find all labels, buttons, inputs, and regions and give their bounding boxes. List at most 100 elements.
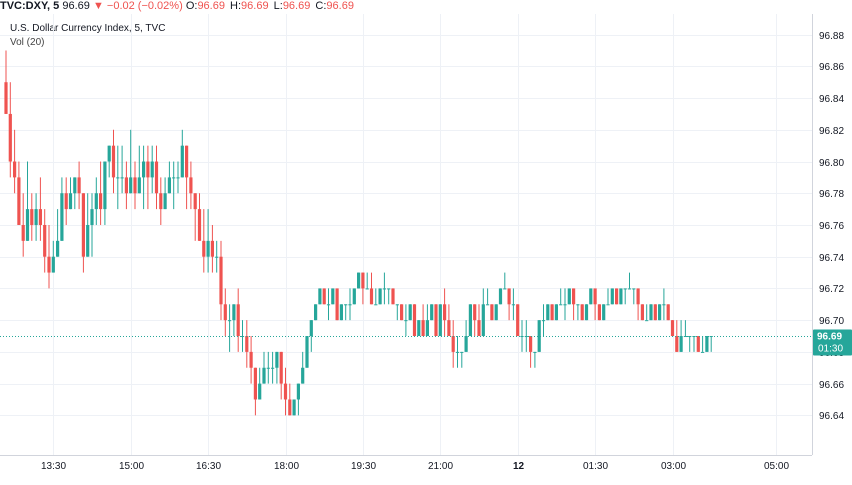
candle bbox=[163, 177, 167, 210]
x-tick-label: 13:30 bbox=[41, 461, 66, 472]
candle bbox=[438, 304, 442, 337]
candle-body bbox=[30, 209, 34, 225]
candle-body bbox=[292, 399, 296, 416]
candle bbox=[189, 161, 193, 210]
candle-body bbox=[172, 177, 176, 179]
candle bbox=[417, 320, 421, 337]
low-label: L: bbox=[273, 0, 283, 12]
candle bbox=[43, 209, 47, 273]
candle bbox=[193, 193, 197, 241]
candle-body bbox=[705, 336, 709, 352]
candle bbox=[245, 320, 249, 368]
candle bbox=[395, 304, 399, 321]
price-tag-value: 96.69 bbox=[817, 332, 842, 343]
candle bbox=[572, 288, 576, 321]
candle-body bbox=[34, 209, 38, 225]
candle bbox=[56, 209, 60, 257]
symbol-name[interactable]: TVC:DXY, 5 bbox=[0, 0, 60, 12]
series-title[interactable]: U.S. Dollar Currency Index, 5, TVC bbox=[10, 23, 166, 34]
candle-body bbox=[498, 288, 503, 305]
x-tick-label: 16:30 bbox=[196, 461, 221, 472]
candle bbox=[451, 320, 455, 368]
candle-body bbox=[417, 320, 421, 337]
candle bbox=[258, 367, 262, 400]
volume-indicator-label[interactable]: Vol (20) bbox=[10, 37, 45, 48]
candle-body bbox=[240, 336, 245, 338]
price-axis[interactable]: 96.6496.6696.6896.7096.7296.7496.7696.78… bbox=[819, 31, 844, 422]
symbol-header: TVC:DXY, 5 96.69 ▼ −0.02 (−0.02%) O:96.6… bbox=[0, 0, 852, 14]
candle bbox=[615, 288, 619, 305]
candle bbox=[434, 304, 438, 337]
candle bbox=[653, 304, 657, 321]
candle bbox=[619, 288, 623, 305]
candle bbox=[172, 161, 176, 210]
candle bbox=[107, 145, 111, 178]
candle bbox=[546, 304, 550, 321]
candle bbox=[468, 304, 472, 337]
candle-body bbox=[189, 177, 193, 194]
candle bbox=[154, 145, 159, 210]
candle-body bbox=[679, 336, 683, 352]
candle bbox=[283, 367, 288, 416]
candle-body bbox=[326, 304, 331, 306]
candle bbox=[103, 161, 107, 225]
candle bbox=[688, 336, 692, 352]
candle-body bbox=[4, 82, 8, 114]
candle bbox=[490, 304, 494, 321]
candle-body bbox=[541, 320, 546, 322]
candle-body bbox=[215, 256, 219, 258]
candle-body bbox=[511, 304, 515, 306]
candle-body bbox=[481, 304, 485, 337]
candle-body bbox=[361, 272, 365, 289]
candle bbox=[17, 161, 21, 225]
candle-body bbox=[597, 304, 601, 321]
candle bbox=[253, 367, 257, 416]
candle-body bbox=[619, 288, 623, 305]
time-axis[interactable]: 13:30 15:00 16:30 18:00 19:30 21:00 12 01:30 03:… bbox=[41, 461, 789, 472]
candle-body bbox=[262, 367, 266, 384]
candle bbox=[627, 272, 632, 290]
candle-body bbox=[412, 304, 417, 337]
candle bbox=[68, 177, 73, 210]
candle-body bbox=[154, 161, 159, 194]
candle bbox=[576, 304, 580, 321]
candle bbox=[322, 288, 326, 305]
candle bbox=[477, 304, 481, 337]
candle-body bbox=[632, 288, 636, 290]
candle bbox=[159, 177, 163, 225]
candle bbox=[464, 320, 468, 352]
candle bbox=[120, 145, 124, 194]
candle bbox=[361, 272, 365, 305]
candle bbox=[240, 320, 245, 352]
candle bbox=[73, 177, 77, 210]
candle-body bbox=[13, 161, 17, 178]
candle bbox=[692, 336, 696, 352]
candle-body bbox=[137, 177, 141, 194]
candle-body bbox=[279, 351, 283, 384]
candle bbox=[296, 383, 300, 416]
candle bbox=[180, 129, 184, 178]
candle-body bbox=[94, 193, 98, 210]
candle bbox=[455, 336, 460, 368]
candle-body bbox=[47, 256, 51, 273]
candle-body bbox=[696, 336, 700, 352]
candle-body bbox=[103, 161, 107, 210]
candle bbox=[262, 351, 266, 384]
candle-body bbox=[8, 113, 12, 162]
y-tick-label: 96.86 bbox=[819, 62, 844, 73]
candle-body bbox=[421, 320, 425, 337]
candle bbox=[481, 288, 485, 337]
candle-body bbox=[658, 304, 662, 321]
candle-body bbox=[653, 304, 657, 321]
candle-body bbox=[537, 320, 541, 352]
candle-body bbox=[43, 224, 47, 257]
candle-body bbox=[271, 367, 275, 369]
candle bbox=[348, 288, 352, 321]
candle bbox=[683, 320, 687, 338]
candle-body bbox=[133, 177, 137, 194]
candle-body bbox=[365, 288, 369, 290]
candle-body bbox=[335, 288, 339, 321]
candle-body bbox=[610, 288, 614, 305]
candle-body bbox=[447, 320, 451, 337]
